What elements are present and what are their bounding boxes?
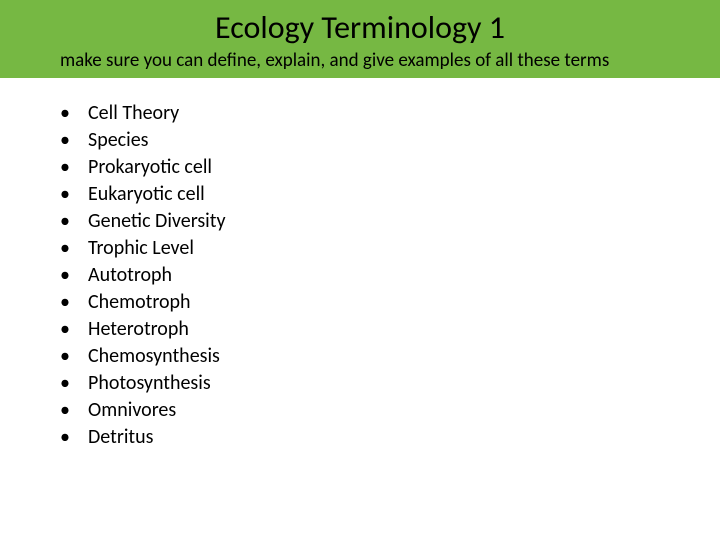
list-item: Photosynthesis	[58, 370, 720, 397]
term-list: Cell Theory Species Prokaryotic cell Euk…	[58, 100, 720, 451]
list-item: Prokaryotic cell	[58, 154, 720, 181]
list-item: Chemotroph	[58, 289, 720, 316]
list-item: Heterotroph	[58, 316, 720, 343]
page-subtitle: make sure you can define, explain, and g…	[0, 49, 720, 72]
page-title: Ecology Terminology 1	[0, 8, 720, 47]
content-area: Cell Theory Species Prokaryotic cell Euk…	[0, 78, 720, 451]
list-item: Species	[58, 127, 720, 154]
list-item: Genetic Diversity	[58, 208, 720, 235]
slide-header: Ecology Terminology 1 make sure you can …	[0, 0, 720, 78]
list-item: Detritus	[58, 424, 720, 451]
list-item: Cell Theory	[58, 100, 720, 127]
list-item: Eukaryotic cell	[58, 181, 720, 208]
list-item: Trophic Level	[58, 235, 720, 262]
list-item: Autotroph	[58, 262, 720, 289]
list-item: Omnivores	[58, 397, 720, 424]
list-item: Chemosynthesis	[58, 343, 720, 370]
